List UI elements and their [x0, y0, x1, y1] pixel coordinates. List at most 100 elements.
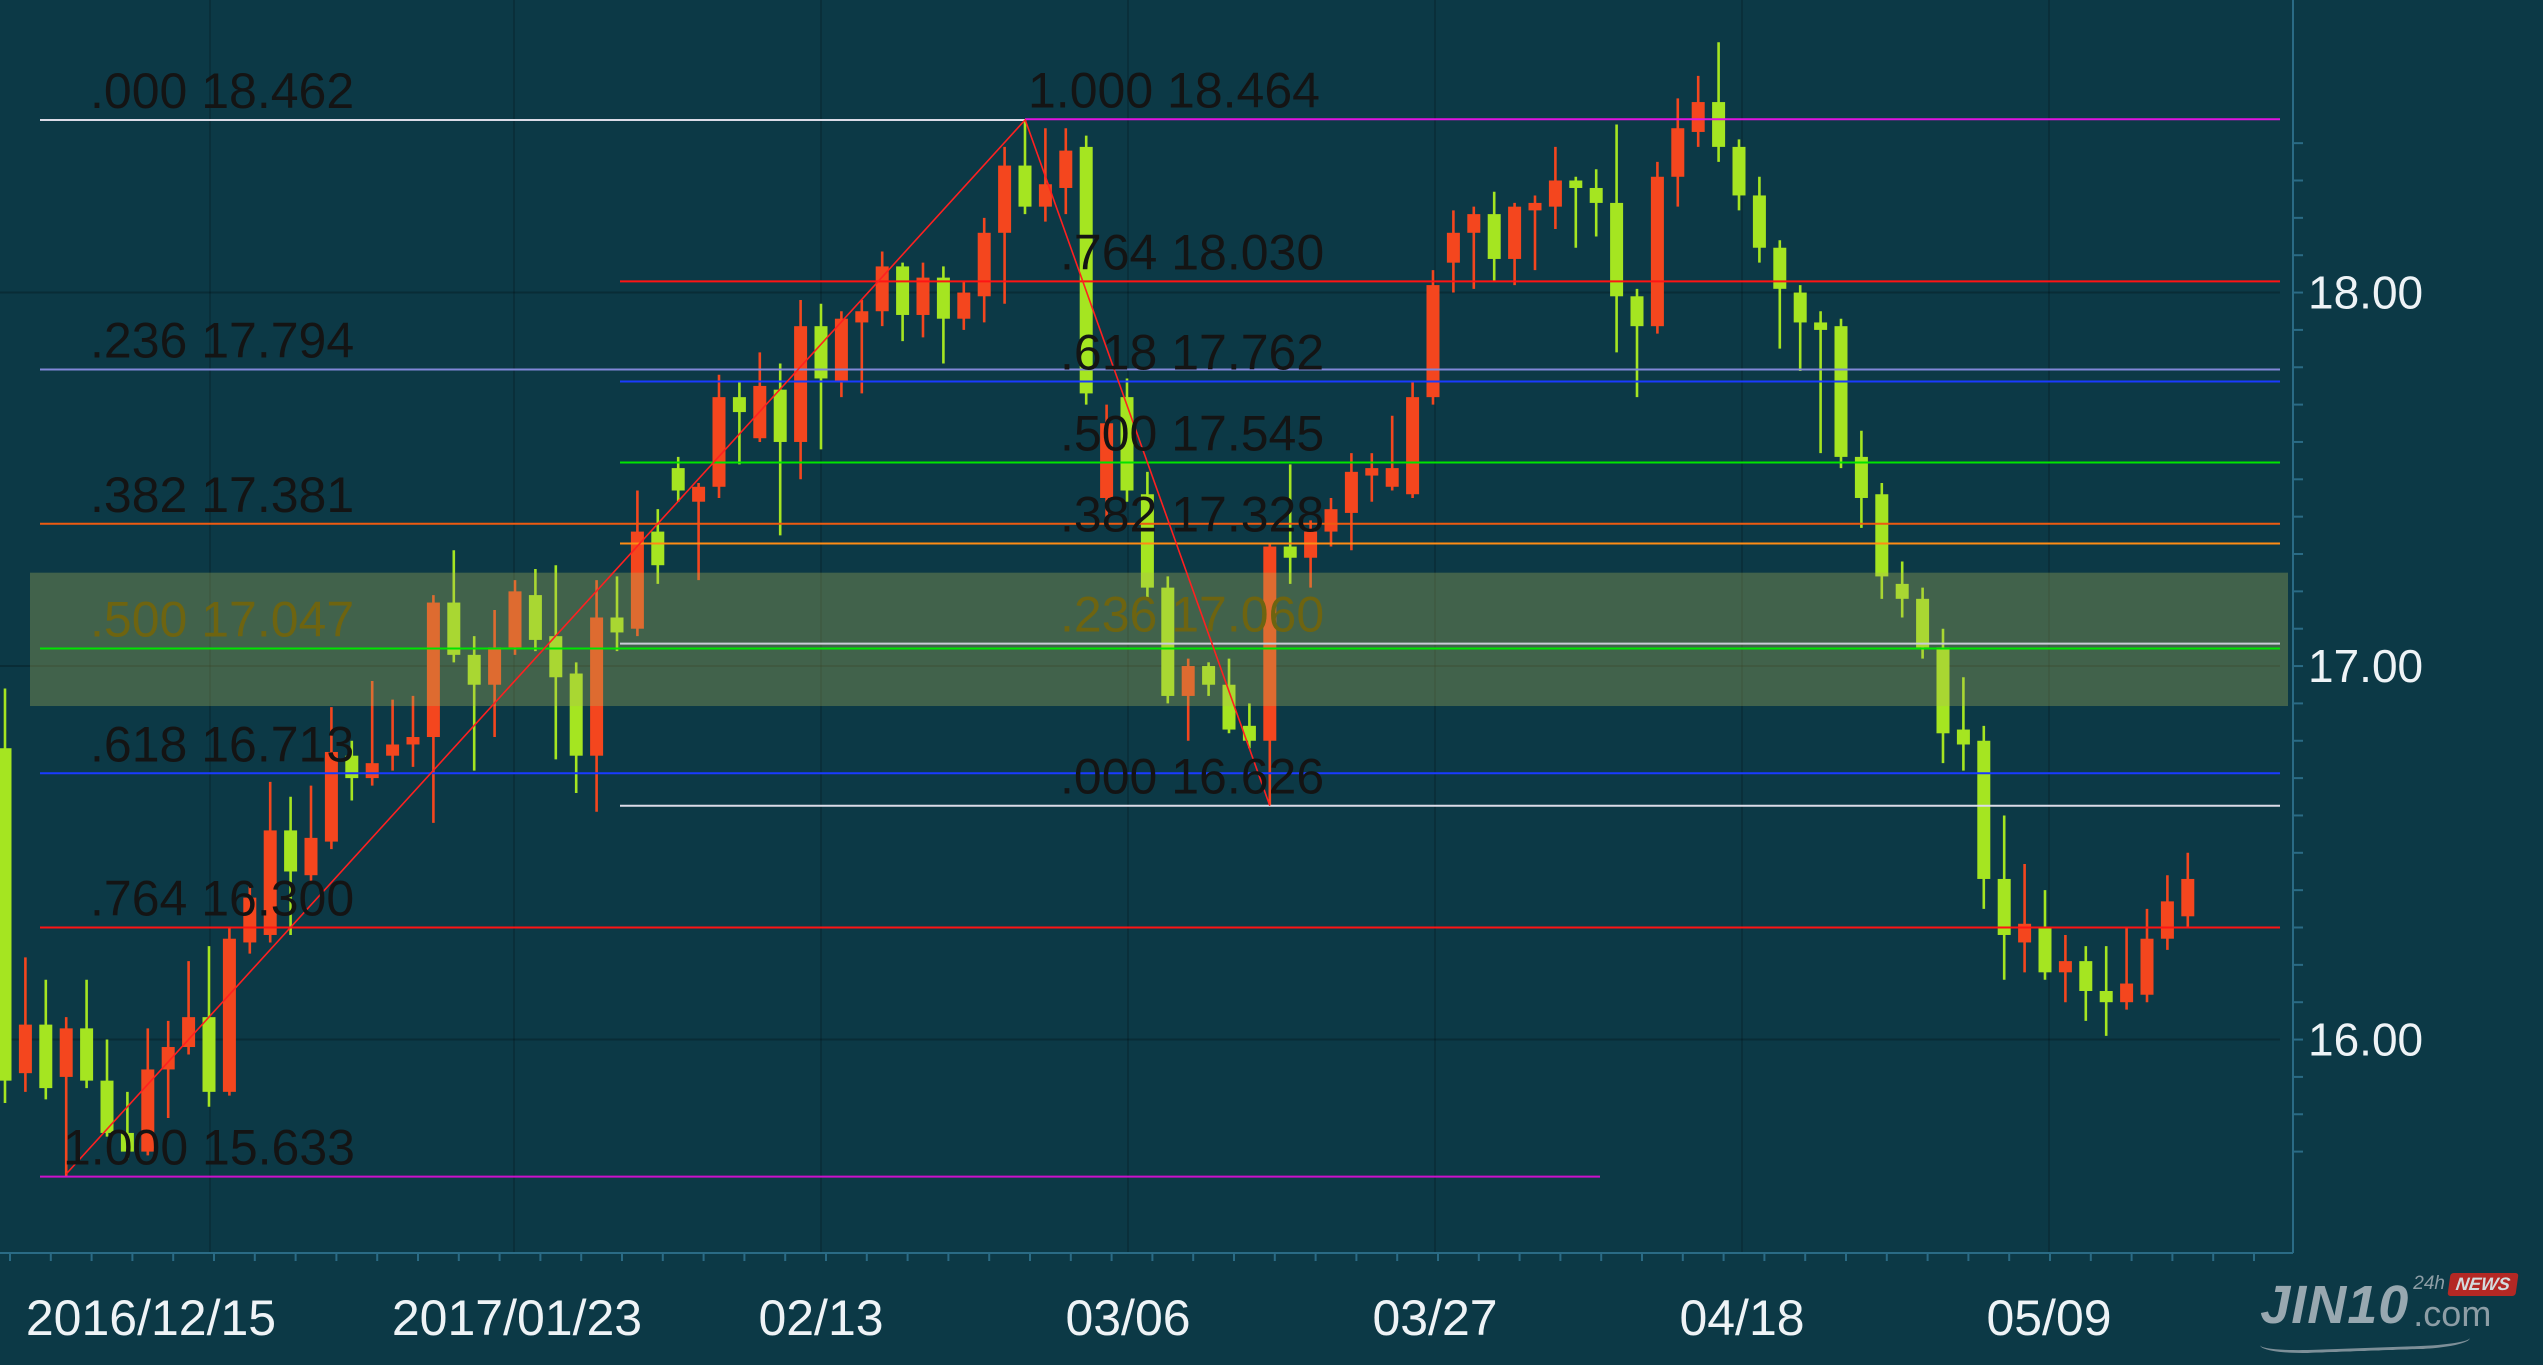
- fib-level-label: .500 17.047: [90, 592, 354, 648]
- candle-body: [1079, 146, 1093, 394]
- fib-level-label: .764 18.030: [1060, 224, 1324, 280]
- candle-body: [426, 602, 440, 738]
- candle-body: [1752, 195, 1766, 248]
- candle-body: [1140, 494, 1154, 588]
- candle-body: [1936, 647, 1950, 734]
- candle-body: [1834, 326, 1848, 457]
- fib-level-label: .500 17.545: [1060, 405, 1324, 461]
- candle-body: [202, 1017, 216, 1092]
- candle-body: [2140, 938, 2154, 995]
- watermark-news-badge: NEWS: [2447, 1272, 2519, 1296]
- candle-body: [1344, 471, 1358, 513]
- candle-body: [1875, 494, 1889, 577]
- candle-body: [936, 277, 950, 319]
- candle-body: [1283, 546, 1297, 558]
- candle-body: [1895, 583, 1909, 599]
- candle-body: [2181, 878, 2195, 917]
- watermark-brand: JIN10: [2260, 1275, 2410, 1336]
- candle-body: [875, 266, 889, 312]
- candle-body: [1304, 531, 1318, 558]
- fib-level-label: .382 17.328: [1060, 487, 1324, 543]
- fib-level-label: .764 16.300: [90, 871, 354, 927]
- candle-body: [1222, 684, 1236, 730]
- candle-body: [1548, 180, 1562, 207]
- candle-body: [957, 292, 971, 319]
- candle-body: [2099, 991, 2113, 1003]
- candle-body: [1242, 725, 1256, 741]
- candle-body: [100, 1080, 114, 1133]
- candle-body: [222, 938, 236, 1092]
- candle-body: [1671, 128, 1685, 177]
- candle-body: [1793, 292, 1807, 323]
- candle-body: [80, 1028, 94, 1081]
- fib-level-label: .382 17.381: [90, 467, 354, 523]
- candle-body: [651, 531, 665, 566]
- fib-trendline: [1024, 118, 1271, 807]
- candle-body: [834, 318, 848, 383]
- candle-body: [1956, 729, 1970, 745]
- candle-body: [141, 1069, 155, 1152]
- candle-body: [630, 531, 644, 629]
- candle-body: [569, 673, 583, 756]
- candle-body: [610, 617, 624, 633]
- x-axis-date-label: 2017/01/23: [392, 1290, 642, 1346]
- candle-body: [263, 830, 277, 935]
- candle-body: [1100, 423, 1114, 498]
- candle-body: [1365, 468, 1379, 476]
- x-axis-date-label: 03/27: [1372, 1290, 1497, 1346]
- fib-level-label: .000 16.626: [1060, 749, 1324, 805]
- candle-body: [1997, 878, 2011, 935]
- candle-body: [1589, 187, 1603, 203]
- candle-body: [1650, 176, 1664, 327]
- fib-level-label: .236 17.060: [1060, 587, 1324, 643]
- candle-body: [120, 1132, 134, 1152]
- candle-body: [549, 636, 563, 678]
- fib-level-label: .000 18.462: [90, 63, 354, 119]
- candle-body: [161, 1047, 175, 1070]
- candle-body: [1508, 206, 1522, 259]
- candle-body: [794, 326, 808, 442]
- candle-body: [590, 617, 604, 756]
- candle-body: [386, 744, 400, 756]
- candle-body: [855, 311, 869, 323]
- candle-body: [2038, 927, 2052, 973]
- watermark-domain-suffix: .com: [2413, 1292, 2492, 1334]
- candle-body: [2079, 961, 2093, 992]
- candle-body: [2160, 901, 2174, 939]
- candle-body: [1528, 202, 1542, 211]
- candle-body: [1773, 247, 1787, 289]
- candle-body: [1059, 150, 1073, 188]
- candle-body: [998, 165, 1012, 233]
- candle-body: [182, 1017, 196, 1048]
- jin10-watermark: JIN10 24h NEWS .com: [2259, 1272, 2519, 1355]
- candle-body: [712, 397, 726, 487]
- candle-body: [1406, 397, 1420, 495]
- watermark-24h-label: 24h: [2413, 1273, 2445, 1295]
- candle-body: [1691, 102, 1705, 132]
- fib-level-label: .618 16.713: [90, 716, 354, 772]
- candle-body: [773, 389, 787, 442]
- candle-body: [1487, 214, 1501, 259]
- x-axis-date-label: 05/09: [1986, 1290, 2111, 1346]
- candle-body: [365, 763, 379, 779]
- x-axis-date-label: 03/06: [1065, 1290, 1190, 1346]
- candle-body: [1732, 146, 1746, 196]
- candle-body: [1569, 180, 1583, 188]
- candle-body: [528, 595, 542, 640]
- fib-level-label: .618 17.762: [1060, 324, 1324, 380]
- fib-level-label: 1.000 18.464: [1028, 62, 1320, 118]
- candle-body: [2058, 961, 2072, 973]
- candle-body: [1712, 102, 1726, 147]
- candle-body: [488, 647, 502, 685]
- x-axis-date-label: 02/13: [758, 1290, 883, 1346]
- x-axis-date-label: 2016/12/15: [26, 1290, 276, 1346]
- candle-body: [692, 486, 706, 502]
- candle-body: [1202, 666, 1216, 685]
- y-axis-price-label: 18.00: [2308, 267, 2423, 319]
- candle-body: [467, 654, 481, 685]
- candle-body: [916, 277, 930, 315]
- x-axis-date-label: 04/18: [1679, 1290, 1804, 1346]
- candle-body: [1467, 214, 1481, 233]
